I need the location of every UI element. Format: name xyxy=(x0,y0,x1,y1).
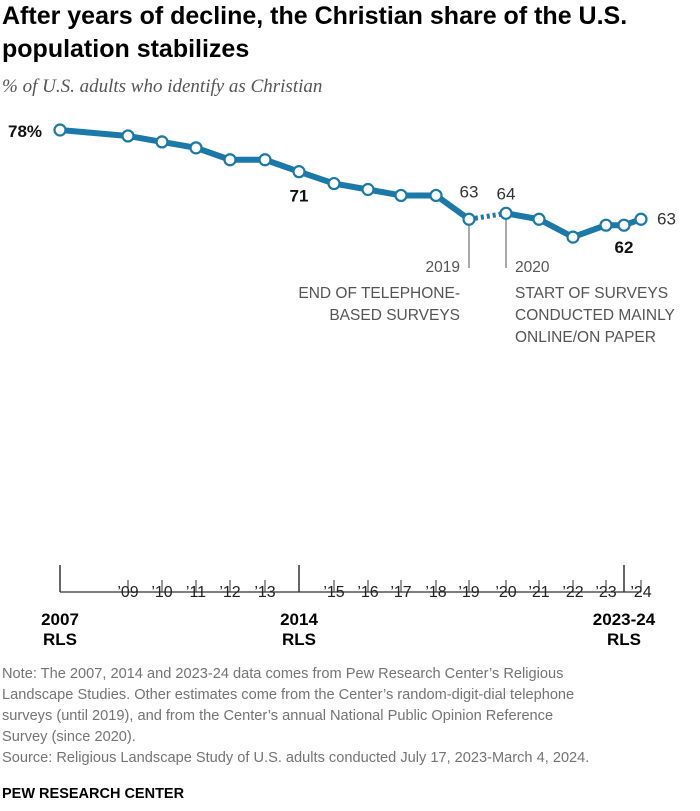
data-point xyxy=(223,153,237,167)
data-point xyxy=(599,218,613,232)
rls-label: RLS xyxy=(607,630,641,649)
data-point xyxy=(499,206,513,220)
x-tick-label: ’17 xyxy=(390,584,411,601)
rls-label: RLS xyxy=(282,630,316,649)
chart-note: Note: The 2007, 2014 and 2023-24 data co… xyxy=(2,664,698,769)
x-tick-label: ’21 xyxy=(528,584,549,601)
x-tick-label: ’18 xyxy=(425,584,446,601)
chart-title: After years of decline, the Christian sh… xyxy=(2,2,628,63)
data-point xyxy=(121,129,135,143)
data-point xyxy=(462,212,476,226)
rls-label: RLS xyxy=(43,630,77,649)
rls-label: 2007 xyxy=(41,610,79,629)
data-label: 63 xyxy=(657,209,676,228)
series-line-segment xyxy=(57,127,472,223)
data-point xyxy=(361,182,375,197)
data-label: 71 xyxy=(290,187,309,206)
annotation-text: START OF SURVEYS xyxy=(515,285,668,302)
x-tick-label: ’10 xyxy=(151,584,172,601)
data-point xyxy=(617,218,631,232)
x-tick-label: ’16 xyxy=(357,584,378,601)
note-line: Survey (since 2020). xyxy=(2,729,136,745)
source-line: Source: Religious Landscape Study of U.S… xyxy=(2,750,590,766)
note-line: Landscape Studies. Other estimates come … xyxy=(2,687,575,703)
x-tick-label: ’12 xyxy=(219,584,240,601)
annotation-text: CONDUCTED MAINLY xyxy=(515,307,675,324)
annotation-text: END OF TELEPHONE- xyxy=(298,285,460,302)
x-tick-label: ’20 xyxy=(495,584,516,601)
line-chart: 78% 71 63 64 62 63 2019 END OF TELEPHONE- BASED … xyxy=(8,122,676,649)
note-line: Note: The 2007, 2014 and 2023-24 data co… xyxy=(2,666,564,682)
annotation-year: 2019 xyxy=(426,259,460,276)
x-tick-label: ’22 xyxy=(562,584,583,601)
data-point xyxy=(258,153,272,167)
x-tick-label: ’19 xyxy=(458,584,479,601)
x-tick-label: ’15 xyxy=(323,584,344,601)
rls-label: 2023-24 xyxy=(593,610,656,629)
chart-subtitle: % of U.S. adults who identify as Christi… xyxy=(2,76,323,97)
data-point xyxy=(394,188,408,203)
data-label: 64 xyxy=(497,184,516,203)
data-point xyxy=(634,212,648,226)
x-tick-label: ’13 xyxy=(254,584,275,601)
note-line: surveys (until 2019), and from the Cente… xyxy=(2,708,554,724)
annotation-text: BASED SURVEYS xyxy=(329,307,460,324)
data-point xyxy=(566,230,580,244)
data-point xyxy=(155,135,169,149)
data-point xyxy=(532,212,546,226)
x-tick-label: ’24 xyxy=(630,584,651,601)
data-point xyxy=(429,188,443,203)
x-tick-label: ’23 xyxy=(595,584,616,601)
data-label: 62 xyxy=(615,238,634,257)
annotation-text: ONLINE/ON PAPER xyxy=(515,329,656,346)
x-tick-label: ’09 xyxy=(117,584,138,601)
annotation-year: 2020 xyxy=(515,259,550,276)
data-label: 78% xyxy=(8,122,42,141)
x-tick-label: ’11 xyxy=(186,584,206,601)
brand-logo-text: PEW RESEARCH CENTER xyxy=(2,786,185,802)
rls-label: 2014 xyxy=(280,610,318,629)
data-point xyxy=(292,165,306,179)
data-point xyxy=(327,176,341,191)
data-label: 63 xyxy=(460,182,479,201)
data-point xyxy=(189,141,203,155)
data-point xyxy=(53,123,67,137)
